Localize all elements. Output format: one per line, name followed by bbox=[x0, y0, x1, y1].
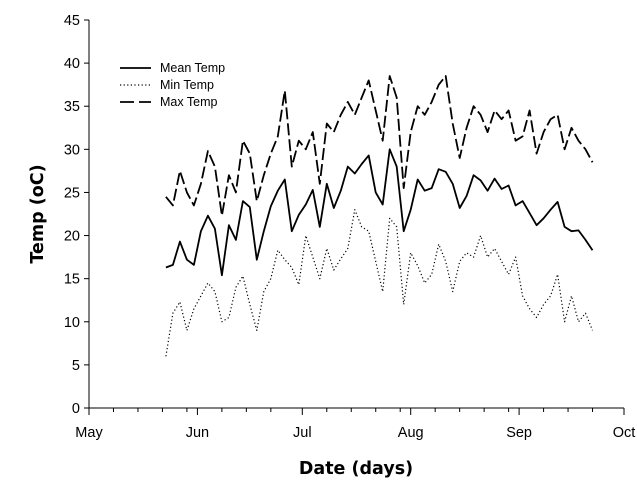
y-tick-label: 40 bbox=[64, 56, 80, 72]
x-tick-label: Sep bbox=[506, 425, 532, 441]
y-tick-label: 10 bbox=[64, 315, 80, 331]
x-axis-title: Date (days) bbox=[299, 459, 413, 479]
y-tick-label: 25 bbox=[64, 185, 80, 201]
x-tick-label: Jul bbox=[293, 425, 312, 441]
y-tick-label: 0 bbox=[72, 401, 80, 417]
axes bbox=[88, 20, 624, 409]
x-tick-label: Aug bbox=[398, 425, 424, 441]
y-axis-title: Temp (oC) bbox=[28, 164, 48, 263]
y-tick-label: 30 bbox=[64, 142, 80, 158]
legend-label: Mean Temp bbox=[160, 61, 225, 75]
y-ticks: 0 5 10 15 20 25 30 35 40 45 bbox=[64, 13, 89, 417]
y-tick-label: 35 bbox=[64, 99, 80, 115]
series-line-min-temp bbox=[165, 209, 594, 357]
x-ticks: May Jun Jul Aug Sep Oct bbox=[75, 408, 635, 441]
y-tick-label: 15 bbox=[64, 272, 80, 288]
legend: Mean Temp Min Temp Max Temp bbox=[120, 61, 225, 109]
x-tick-label: May bbox=[75, 425, 103, 441]
legend-label: Max Temp bbox=[160, 95, 217, 109]
legend-label: Min Temp bbox=[160, 78, 214, 92]
series-line-max-temp bbox=[165, 75, 594, 217]
y-tick-label: 20 bbox=[64, 229, 80, 245]
x-tick-label: Oct bbox=[613, 425, 636, 441]
y-tick-label: 5 bbox=[72, 358, 80, 374]
series-line-mean-temp bbox=[165, 148, 594, 277]
plot-area bbox=[165, 75, 594, 357]
x-tick-label: Jun bbox=[186, 425, 209, 441]
y-tick-label: 45 bbox=[64, 13, 80, 29]
